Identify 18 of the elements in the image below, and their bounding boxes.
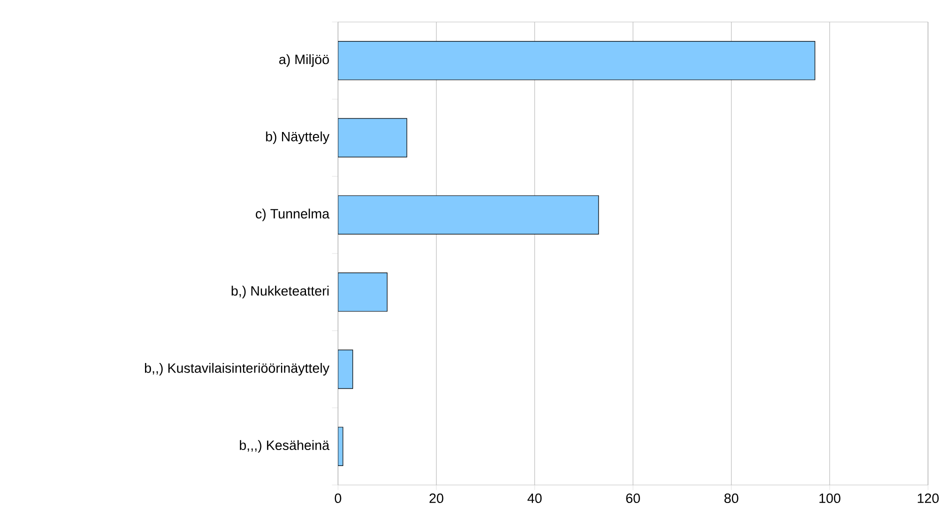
- bar: [338, 195, 599, 234]
- x-tick-label: 60: [626, 494, 640, 504]
- y-tick-label: b,) Nukketeatteri: [232, 286, 329, 298]
- bar: [338, 350, 354, 389]
- bar: [338, 272, 388, 312]
- y-tick-label: b,,,) Kesäheinä: [240, 440, 330, 453]
- bar: [338, 40, 816, 80]
- bar: [338, 118, 408, 158]
- x-tick-label: 120: [918, 494, 939, 504]
- x-tick-label: 40: [528, 494, 542, 504]
- x-tick-label: 20: [430, 494, 444, 504]
- x-tick-label: 100: [819, 494, 840, 504]
- y-tick-label: c) Tunnelma: [256, 208, 330, 222]
- y-tick-label: b) Näyttely: [266, 131, 330, 144]
- x-tick-label: 80: [724, 494, 738, 504]
- y-tick-label: b,,) Kustavilaisinteriöörinäyttely: [144, 362, 330, 376]
- x-tick-label: 0: [334, 494, 342, 504]
- y-tick-label: a) Miljöö: [279, 54, 329, 67]
